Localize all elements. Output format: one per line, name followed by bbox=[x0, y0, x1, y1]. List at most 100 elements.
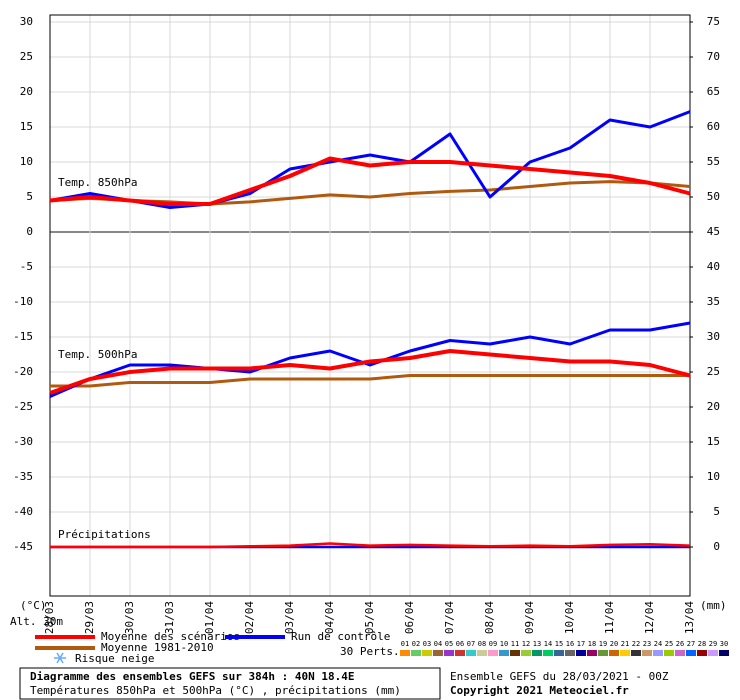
pert-label: 19 bbox=[599, 640, 607, 648]
pert-swatch bbox=[455, 650, 465, 656]
labels: Temp. 850hPa Temp. 500hPa Précipitations… bbox=[10, 176, 727, 628]
y2-tick-label: 55 bbox=[707, 155, 720, 168]
y2-tick-label: 5 bbox=[713, 505, 720, 518]
grid bbox=[49, 15, 691, 596]
y-tick-label: -45 bbox=[13, 540, 33, 553]
pert-swatch bbox=[653, 650, 663, 656]
pert-swatch bbox=[554, 650, 564, 656]
series-line bbox=[50, 542, 691, 549]
y-axis-label: (°C) bbox=[20, 599, 47, 612]
x-tick-label: 07/04 bbox=[443, 601, 456, 634]
y-tick-label: -10 bbox=[13, 295, 33, 308]
pert-label: 06 bbox=[456, 640, 464, 648]
pert-swatch bbox=[631, 650, 641, 656]
y2-tick-label: 35 bbox=[707, 295, 720, 308]
pert-label: 07 bbox=[467, 640, 475, 648]
pert-swatch bbox=[609, 650, 619, 656]
y-tick-label: 10 bbox=[20, 155, 33, 168]
pert-swatch bbox=[477, 650, 487, 656]
y2-tick-label: 75 bbox=[707, 15, 720, 28]
pert-label: 28 bbox=[698, 640, 706, 648]
pert-swatch bbox=[488, 650, 498, 656]
y-tick-label: -30 bbox=[13, 435, 33, 448]
panel-label: Précipitations bbox=[58, 528, 151, 541]
pert-label: 27 bbox=[687, 640, 695, 648]
y2-tick-label: 45 bbox=[707, 225, 720, 238]
x-tick-label: 01/04 bbox=[203, 601, 216, 634]
x-tick-label: 08/04 bbox=[483, 601, 496, 634]
pert-label: 17 bbox=[577, 640, 585, 648]
pert-label: 22 bbox=[632, 640, 640, 648]
pert-swatch bbox=[466, 650, 476, 656]
pert-swatch bbox=[686, 650, 696, 656]
y-tick-label: 30 bbox=[20, 15, 33, 28]
pert-label: 11 bbox=[511, 640, 519, 648]
pert-swatch bbox=[675, 650, 685, 656]
x-tick-label: 06/04 bbox=[403, 601, 416, 634]
altitude: Alt. 30m bbox=[10, 615, 63, 628]
plot-frame bbox=[49, 14, 691, 597]
run-label: Ensemble GEFS du 28/03/2021 - 00Z bbox=[450, 670, 669, 683]
pert-swatch bbox=[543, 650, 553, 656]
series-line bbox=[49, 321, 691, 398]
pert-swatch bbox=[598, 650, 608, 656]
pert-swatch bbox=[400, 650, 410, 656]
pert-label: 08 bbox=[478, 640, 486, 648]
chart-subtitle: Températures 850hPa et 500hPa (°C) , pré… bbox=[30, 684, 401, 697]
y2-tick-label: 50 bbox=[707, 190, 720, 203]
y-tick-label: 5 bbox=[26, 190, 33, 203]
panel-label: Temp. 850hPa bbox=[58, 176, 137, 189]
pert-label: 03 bbox=[423, 640, 431, 648]
pert-label: 12 bbox=[522, 640, 530, 648]
pert-label: 21 bbox=[621, 640, 629, 648]
pert-label: 14 bbox=[544, 640, 552, 648]
pert-label: 24 bbox=[654, 640, 662, 648]
y-tick-label: 0 bbox=[26, 225, 33, 238]
chart-title: Diagramme des ensembles GEFS sur 384h : … bbox=[30, 670, 355, 683]
legend-label: Moyenne des scénarios bbox=[101, 630, 240, 643]
pert-label: 30 bbox=[720, 640, 728, 648]
y-tick-label: -25 bbox=[13, 400, 33, 413]
y2-tick-label: 65 bbox=[707, 85, 720, 98]
pert-swatch bbox=[422, 650, 432, 656]
y2-tick-label: 20 bbox=[707, 400, 720, 413]
x-tick-label: 02/04 bbox=[243, 601, 256, 634]
pert-swatch bbox=[642, 650, 652, 656]
pert-label: 18 bbox=[588, 640, 596, 648]
pert-swatch bbox=[719, 650, 729, 656]
y2-tick-label: 30 bbox=[707, 330, 720, 343]
y2-tick-label: 0 bbox=[713, 540, 720, 553]
legend-label: Run de contrôle bbox=[291, 630, 390, 643]
y2-tick-label: 25 bbox=[707, 365, 720, 378]
legend: Risque neige 30 Perts. Moyenne des scéna… bbox=[35, 630, 729, 665]
lines bbox=[49, 110, 691, 549]
pert-label: 16 bbox=[566, 640, 574, 648]
y2-tick-label: 70 bbox=[707, 50, 720, 63]
series-line bbox=[49, 156, 691, 206]
pert-label: 02 bbox=[412, 640, 420, 648]
pert-label: 20 bbox=[610, 640, 618, 648]
x-tick-label: 31/03 bbox=[163, 601, 176, 634]
pert-swatch bbox=[587, 650, 597, 656]
pert-swatch bbox=[444, 650, 454, 656]
pert-swatch bbox=[664, 650, 674, 656]
x-tick-label: 11/04 bbox=[603, 601, 616, 634]
pert-label: 15 bbox=[555, 640, 563, 648]
x-tick-label: 28/03 bbox=[43, 601, 56, 634]
pert-label: 10 bbox=[500, 640, 508, 648]
pert-label: 09 bbox=[489, 640, 497, 648]
x-tick-label: 05/04 bbox=[363, 601, 376, 634]
pert-label: 23 bbox=[643, 640, 651, 648]
y-tick-label: 25 bbox=[20, 50, 33, 63]
pert-label: 29 bbox=[709, 640, 717, 648]
x-tick-label: 12/04 bbox=[643, 601, 656, 634]
x-tick-label: 03/04 bbox=[283, 601, 296, 634]
x-tick-label: 30/03 bbox=[123, 601, 136, 634]
y-tick-label: -35 bbox=[13, 470, 33, 483]
pert-swatch bbox=[510, 650, 520, 656]
pert-label: 05 bbox=[445, 640, 453, 648]
pert-swatch bbox=[521, 650, 531, 656]
x-tick-label: 29/03 bbox=[83, 601, 96, 634]
pert-swatch bbox=[576, 650, 586, 656]
